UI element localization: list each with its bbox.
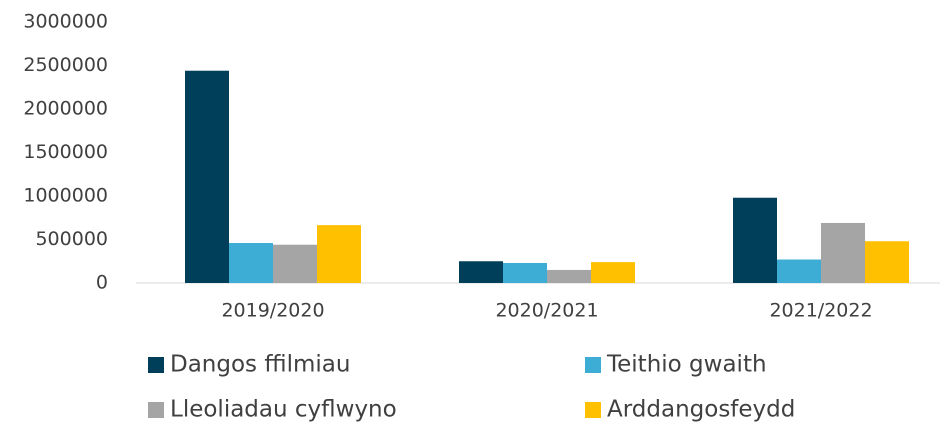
y-tick-label: 1000000 [23,185,108,207]
legend-label: Lleoliadau cyflwyno [170,397,397,422]
bar [503,262,547,283]
legend-label: Teithio gwaith [606,352,767,378]
y-tick-label: 2000000 [23,98,108,120]
legend-swatch [148,357,164,373]
y-tick-label: 3000000 [23,11,108,33]
y-tick-label: 1500000 [23,141,108,163]
legend-swatch [585,402,601,418]
bar [821,222,865,283]
y-tick-label: 500000 [35,228,108,250]
bar [459,261,503,283]
bar [317,225,361,283]
legend-label: Arddangosfeydd [607,397,795,422]
bar [865,241,909,283]
x-tick-label: 2019/2020 [221,300,324,322]
x-tick-label: 2020/2021 [495,300,598,322]
bar [273,244,317,283]
bar [185,70,229,283]
y-tick-label: 0 [96,272,108,294]
y-tick-label: 2500000 [23,54,108,76]
bar [229,242,273,283]
bar [733,197,777,283]
legend-swatch [585,357,601,373]
bar [547,269,591,283]
x-tick-label: 2021/2022 [769,300,872,322]
legend-label: Dangos ffilmiau [170,352,350,378]
bar [777,259,821,283]
bar [591,262,635,283]
legend-swatch [148,402,164,418]
